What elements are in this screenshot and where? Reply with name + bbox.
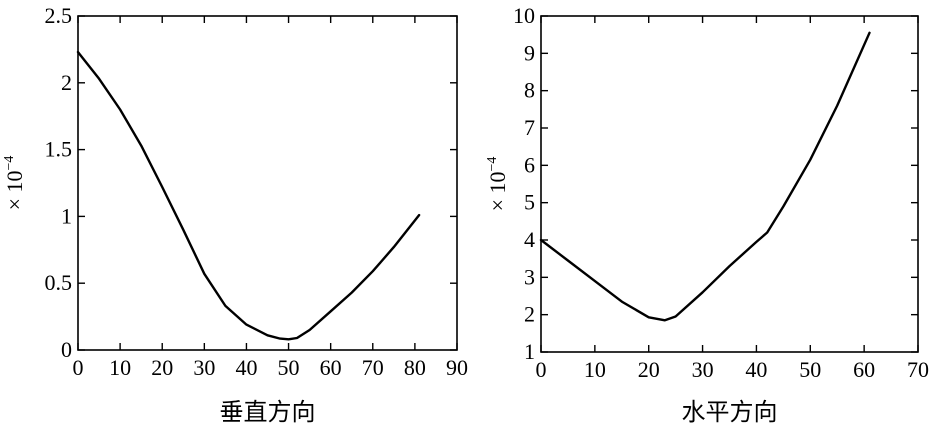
y-tick-label: 1 [524, 339, 535, 364]
x-tick-label: 30 [193, 355, 215, 380]
series-line [76, 50, 421, 341]
x-tick-label: 70 [907, 357, 929, 382]
y-axis-label: × 10−4 [2, 156, 27, 211]
y-tick-label: 7 [524, 115, 535, 140]
x-tick-label: 40 [235, 355, 257, 380]
y-tick-label: 10 [513, 3, 535, 28]
y-tick-label: 1 [61, 203, 72, 228]
plot-frame [77, 15, 458, 351]
y-axis-label: × 10−4 [485, 157, 510, 212]
y-axis-label-exponent: −4 [2, 156, 17, 171]
y-axis-label-base: × 10 [2, 170, 27, 210]
y-tick-label: 8 [524, 78, 535, 103]
chart-panel-vertical: 0 10 20 30 40 50 60 70 80 90 0 0.5 1 1.5 2 2.5 垂直方向 × 10−… [2, 3, 468, 426]
x-tick-label: 70 [362, 355, 384, 380]
x-axis-label: 水平方向 [682, 398, 778, 426]
y-tick-label: 2 [524, 302, 535, 327]
y-tick-label: 1.5 [45, 137, 73, 162]
x-tick-label: 50 [799, 357, 821, 382]
x-tick-label: 90 [446, 355, 468, 380]
y-tick-label: 3 [524, 264, 535, 289]
series-line [539, 31, 871, 322]
x-tick-label: 30 [692, 357, 714, 382]
x-tick-label: 60 [320, 355, 342, 380]
x-tick-label: 0 [73, 355, 84, 380]
y-axis-label-base: × 10 [485, 171, 510, 211]
y-tick-label: 0 [61, 337, 72, 362]
y-tick-label: 2 [61, 70, 72, 95]
x-tick-label: 60 [853, 357, 875, 382]
y-tick-label: 4 [524, 227, 535, 252]
x-tick-label: 10 [109, 355, 131, 380]
x-tick-label: 10 [584, 357, 606, 382]
y-tick-label: 5 [524, 190, 535, 215]
x-axis-label: 垂直方向 [220, 398, 316, 426]
y-tick-label: 6 [524, 152, 535, 177]
x-tick-label: 0 [536, 357, 547, 382]
y-tick-label: 0.5 [45, 270, 73, 295]
x-tick-label: 20 [151, 355, 173, 380]
plot-frame [540, 15, 919, 353]
x-tick-label: 50 [278, 355, 300, 380]
chart-panel-horizontal: 0 10 20 30 40 50 60 70 1 2 3 4 5 6 7 8 9 10 水平方向 × 10−4 [485, 3, 929, 426]
y-tick-label: 2.5 [45, 3, 73, 28]
x-tick-label: 40 [745, 357, 767, 382]
y-axis-label-exponent: −4 [485, 157, 500, 172]
y-tick-label: 9 [524, 40, 535, 65]
x-tick-label: 20 [638, 357, 660, 382]
x-tick-label: 80 [404, 355, 426, 380]
